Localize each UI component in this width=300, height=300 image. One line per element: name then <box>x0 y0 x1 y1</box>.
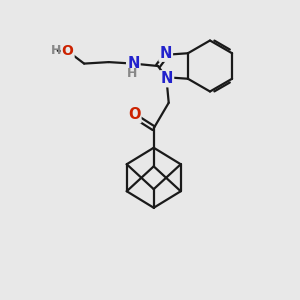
Text: H: H <box>127 67 137 80</box>
Text: O: O <box>128 107 140 122</box>
Text: N: N <box>127 56 140 71</box>
Text: N: N <box>161 71 173 86</box>
Text: N: N <box>160 46 172 61</box>
Text: O: O <box>62 44 74 58</box>
Text: H: H <box>50 44 61 57</box>
